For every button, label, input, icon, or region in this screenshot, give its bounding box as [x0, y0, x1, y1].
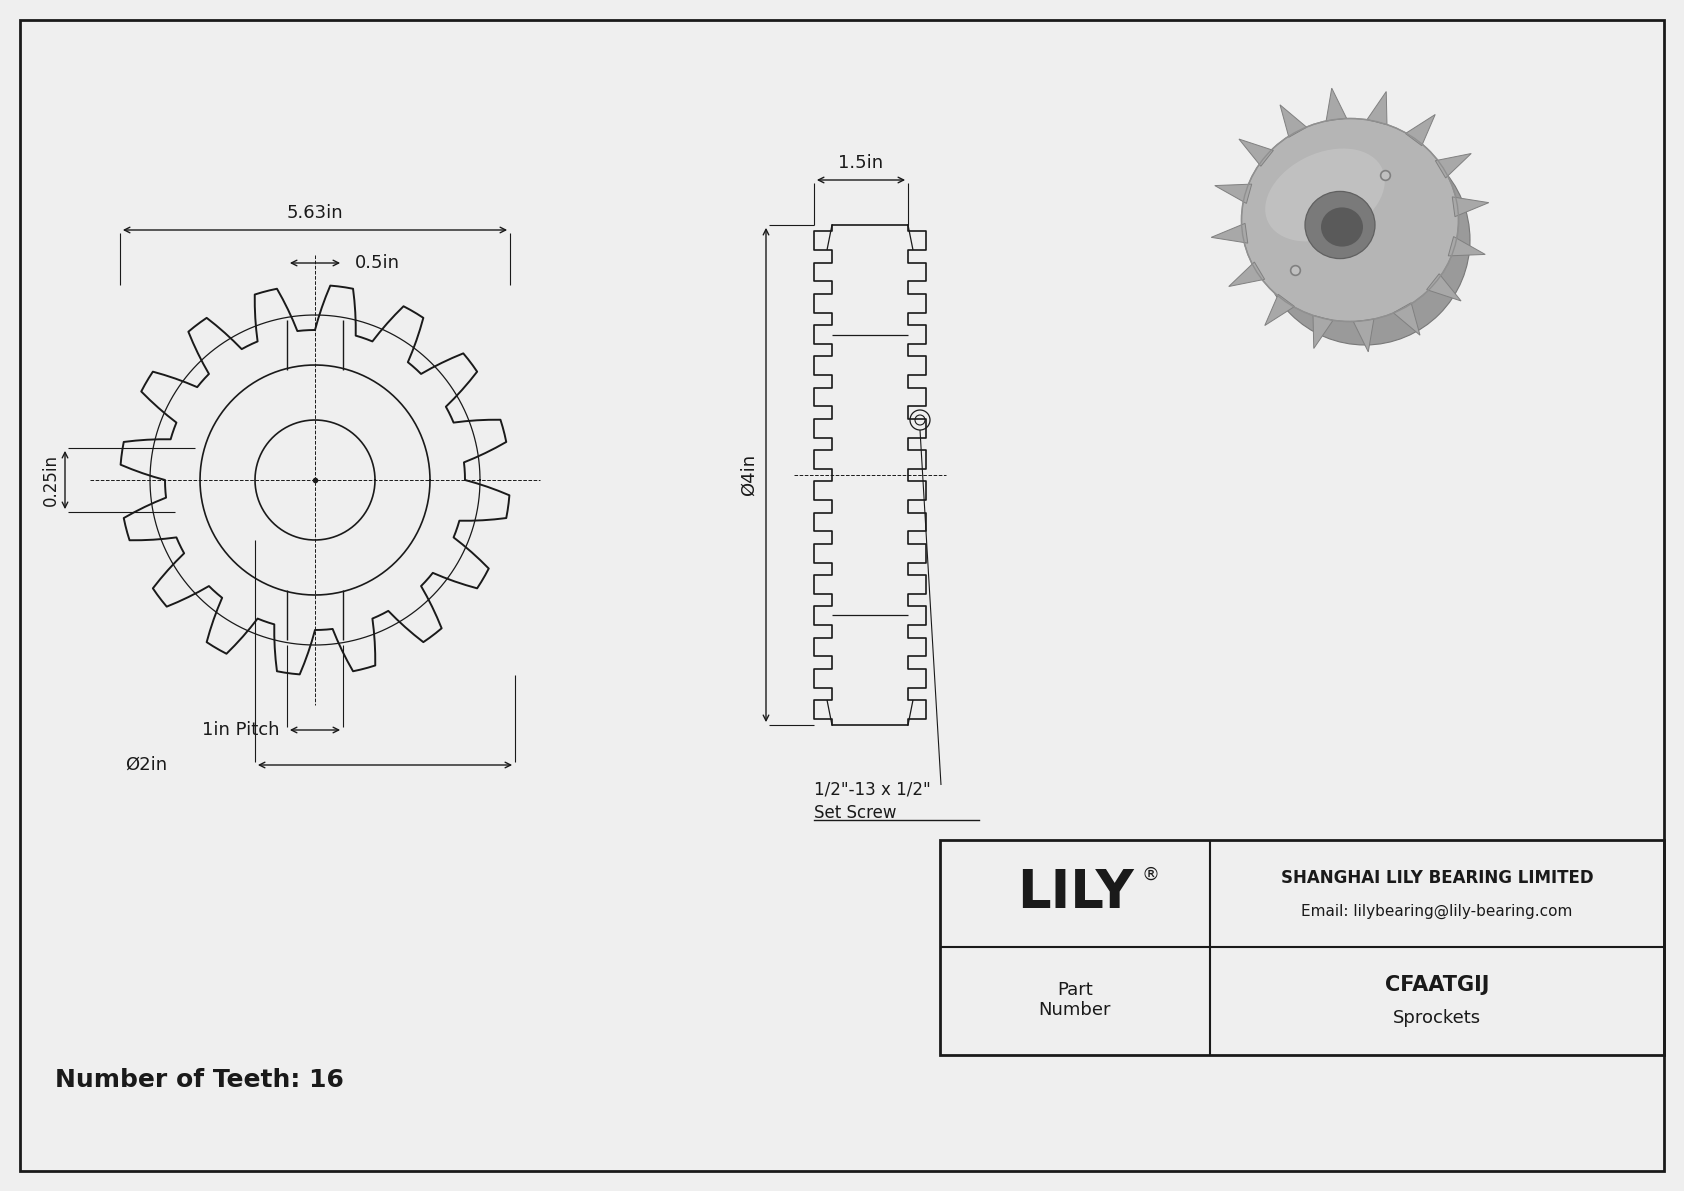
Text: LILY: LILY: [1017, 867, 1133, 919]
Polygon shape: [1211, 224, 1248, 243]
Text: Number of Teeth: 16: Number of Teeth: 16: [56, 1068, 344, 1092]
Polygon shape: [1435, 154, 1472, 177]
Polygon shape: [1393, 303, 1420, 335]
Text: 5.63in: 5.63in: [286, 204, 344, 222]
Polygon shape: [1265, 294, 1295, 325]
Text: 1/2"-13 x 1/2"
Set Screw: 1/2"-13 x 1/2" Set Screw: [813, 780, 931, 822]
Text: SHANGHAI LILY BEARING LIMITED: SHANGHAI LILY BEARING LIMITED: [1282, 869, 1593, 887]
Ellipse shape: [1305, 192, 1376, 258]
Text: Ø2in: Ø2in: [125, 756, 167, 774]
Ellipse shape: [1241, 118, 1458, 322]
Polygon shape: [1239, 139, 1273, 167]
Polygon shape: [1327, 88, 1347, 120]
Text: 1in Pitch: 1in Pitch: [202, 721, 280, 738]
Polygon shape: [1354, 319, 1374, 351]
Text: CFAATGIJ: CFAATGIJ: [1384, 975, 1489, 994]
Polygon shape: [1448, 237, 1485, 256]
Polygon shape: [1367, 92, 1388, 125]
Text: Ø4in: Ø4in: [739, 454, 758, 497]
Ellipse shape: [1320, 207, 1362, 247]
Text: Part
Number: Part Number: [1039, 980, 1111, 1019]
Text: 0.25in: 0.25in: [42, 454, 61, 506]
Text: 1.5in: 1.5in: [839, 154, 884, 172]
Polygon shape: [1426, 274, 1462, 301]
Text: Sprockets: Sprockets: [1393, 1009, 1480, 1027]
Polygon shape: [1406, 114, 1435, 145]
Text: Email: lilybearing@lily-bearing.com: Email: lilybearing@lily-bearing.com: [1302, 904, 1573, 918]
Polygon shape: [1229, 262, 1265, 287]
Text: ®: ®: [1142, 866, 1159, 884]
Polygon shape: [1280, 105, 1307, 137]
Ellipse shape: [1260, 135, 1470, 345]
Polygon shape: [1452, 197, 1489, 217]
Ellipse shape: [1265, 149, 1384, 242]
Polygon shape: [1214, 185, 1251, 204]
Bar: [940, 840, 1664, 1055]
Polygon shape: [1314, 316, 1334, 349]
Text: 0.5in: 0.5in: [355, 254, 401, 272]
Bar: [1280, 164, 1329, 276]
